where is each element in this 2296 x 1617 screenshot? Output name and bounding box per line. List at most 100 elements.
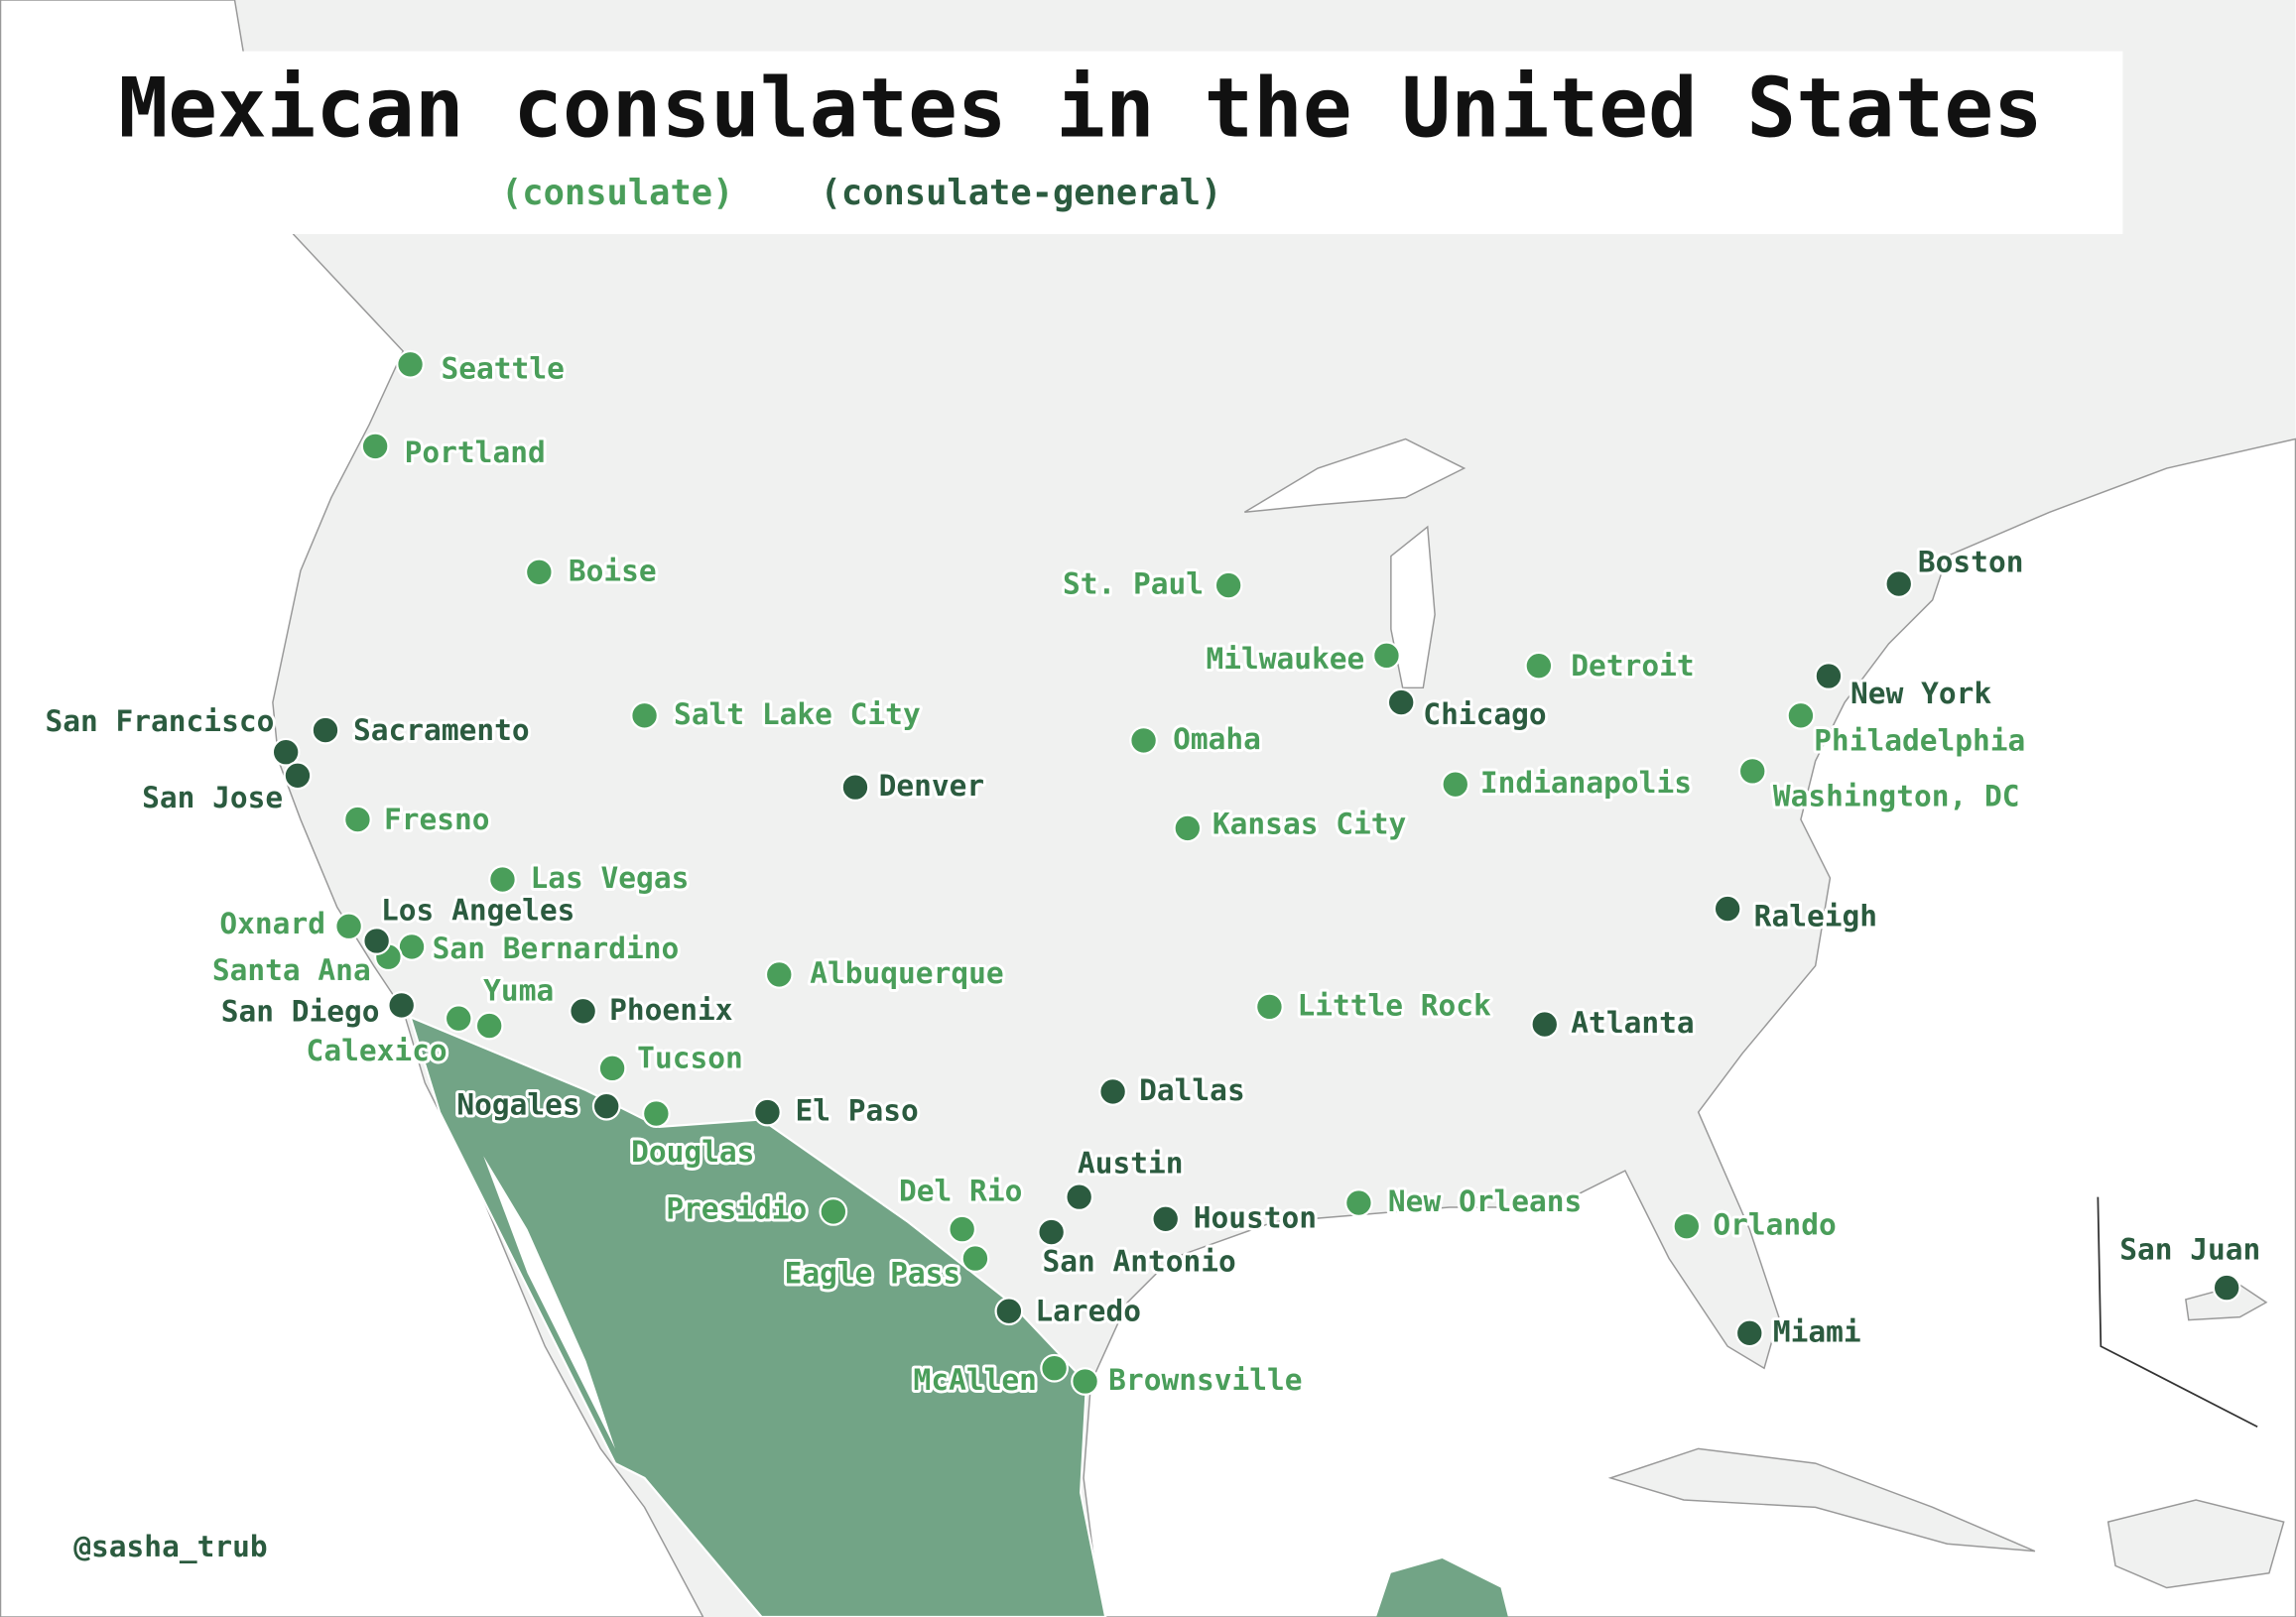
city-label: Denver xyxy=(879,769,985,803)
consulate-dot xyxy=(474,1011,504,1041)
lake-michigan xyxy=(1390,525,1436,689)
city-label: Raleigh xyxy=(1754,899,1877,933)
city-label: Indianapolis xyxy=(1480,766,1692,800)
consulate-dot xyxy=(641,1099,671,1128)
cities: Seattle Portland Boise Salt Lake City Fresno… xyxy=(43,349,2264,1400)
city-label: Boston xyxy=(1918,545,2024,578)
city-label: El Paso xyxy=(795,1094,918,1128)
consulate-dot xyxy=(1372,641,1401,671)
gulf-of-california xyxy=(483,1156,616,1449)
consulate-dot xyxy=(397,933,427,961)
city-label: Orlando xyxy=(1713,1208,1836,1242)
city-label: Detroit xyxy=(1571,649,1694,683)
city-label: New Orleans xyxy=(1388,1184,1582,1218)
city-label: Kansas City xyxy=(1212,807,1406,840)
yucatan xyxy=(1376,1557,1508,1617)
city-label: Presidio xyxy=(666,1191,807,1225)
consulate-dot xyxy=(948,1214,977,1244)
consulate-dot xyxy=(387,991,417,1020)
consulate-dot xyxy=(1344,1188,1373,1217)
consulate-dot xyxy=(1672,1211,1702,1241)
city-label: New York xyxy=(1850,677,1991,710)
city-label: Santa Ana xyxy=(212,953,371,987)
cuba xyxy=(1607,1447,2036,1553)
city-label: Las Vegas xyxy=(531,861,690,895)
city-label: Laredo xyxy=(1035,1295,1141,1328)
city-label: Miami xyxy=(1773,1314,1861,1348)
consulate-dot xyxy=(1524,651,1554,681)
lake-superior xyxy=(1243,437,1467,514)
consulate-dot xyxy=(1040,1353,1069,1383)
city-label: Philadelphia xyxy=(1814,723,2025,757)
city-label: Sacramento xyxy=(353,713,530,747)
city-label: Nogales xyxy=(456,1088,579,1122)
city-label: San Antonio xyxy=(1042,1245,1235,1279)
city-label: Del Rio xyxy=(899,1175,1022,1208)
city-label: Los Angeles xyxy=(381,893,574,927)
city-label: Portland xyxy=(405,435,546,469)
city-label: San Jose xyxy=(142,781,283,814)
consulate-dot xyxy=(343,805,372,834)
legend-consulate: (consulate) xyxy=(501,173,733,213)
consulate-dot xyxy=(1037,1217,1067,1247)
city-label: Fresno xyxy=(384,803,490,836)
consulate-dot xyxy=(1713,894,1742,924)
hispaniola xyxy=(2106,1499,2285,1589)
consulate-dot xyxy=(1098,1077,1127,1106)
consulate-dot xyxy=(630,700,659,730)
consulate-dot xyxy=(1255,992,1284,1022)
city-label: Phoenix xyxy=(609,993,732,1027)
pacific-ocean xyxy=(0,0,704,1617)
city-label: Eagle Pass xyxy=(785,1256,961,1290)
consulate-dot xyxy=(360,432,390,461)
consulate-dot xyxy=(1129,726,1158,755)
consulate-dot xyxy=(1386,687,1416,717)
city-label: Omaha xyxy=(1173,722,1261,756)
consulate-dot xyxy=(1441,770,1470,800)
city-label: Salt Lake City xyxy=(674,697,921,731)
consulate-dot xyxy=(334,912,363,941)
city-label: Chicago xyxy=(1423,697,1546,731)
city-label: McAllen xyxy=(914,1363,1037,1397)
city-label: Milwaukee xyxy=(1206,642,1364,676)
city-label: San Juan xyxy=(2119,1233,2260,1267)
consulate-dot xyxy=(524,558,554,587)
consulate-dot xyxy=(1213,570,1243,600)
city-label: San Francisco xyxy=(45,704,274,738)
city-label: Dallas xyxy=(1139,1073,1245,1107)
consulate-dot xyxy=(311,715,340,745)
city-label: Calexico xyxy=(307,1034,447,1067)
consulate-dot xyxy=(1786,700,1816,730)
city-label: Atlanta xyxy=(1571,1006,1694,1040)
city-label: Austin xyxy=(1078,1147,1184,1181)
city-label: Washington, DC xyxy=(1773,779,2020,812)
city-label: Little Rock xyxy=(1297,988,1491,1022)
consulate-dot xyxy=(1530,1010,1560,1039)
consulate-dot xyxy=(2212,1273,2241,1303)
consulate-dot xyxy=(960,1244,990,1273)
consulate-dot xyxy=(1065,1182,1094,1212)
consulate-dot xyxy=(362,927,391,955)
mexico xyxy=(408,1015,1107,1617)
consulate-dot xyxy=(840,773,870,802)
consulate-dot xyxy=(1734,1318,1764,1348)
city-label: Douglas xyxy=(631,1135,754,1169)
city-label: Houston xyxy=(1194,1200,1317,1234)
consulate-dot xyxy=(753,1097,782,1127)
legend-consulate-general: (consulate-general) xyxy=(821,173,1222,213)
atlantic-gulf xyxy=(1083,437,2296,1617)
consulate-dot xyxy=(1737,757,1767,786)
consulate-dot xyxy=(444,1004,473,1034)
city-label: Tucson xyxy=(637,1041,743,1074)
consulate-dot xyxy=(1151,1204,1181,1234)
city-label: Oxnard xyxy=(219,907,325,940)
consulate-dot xyxy=(569,996,597,1026)
title-panel xyxy=(52,51,2123,235)
consulate-dot xyxy=(1884,569,1914,598)
consulate-dot xyxy=(1071,1367,1099,1396)
consulate-dot xyxy=(283,761,313,791)
city-label: Brownsville xyxy=(1108,1363,1302,1397)
city-label: Albuquerque xyxy=(810,956,1003,990)
